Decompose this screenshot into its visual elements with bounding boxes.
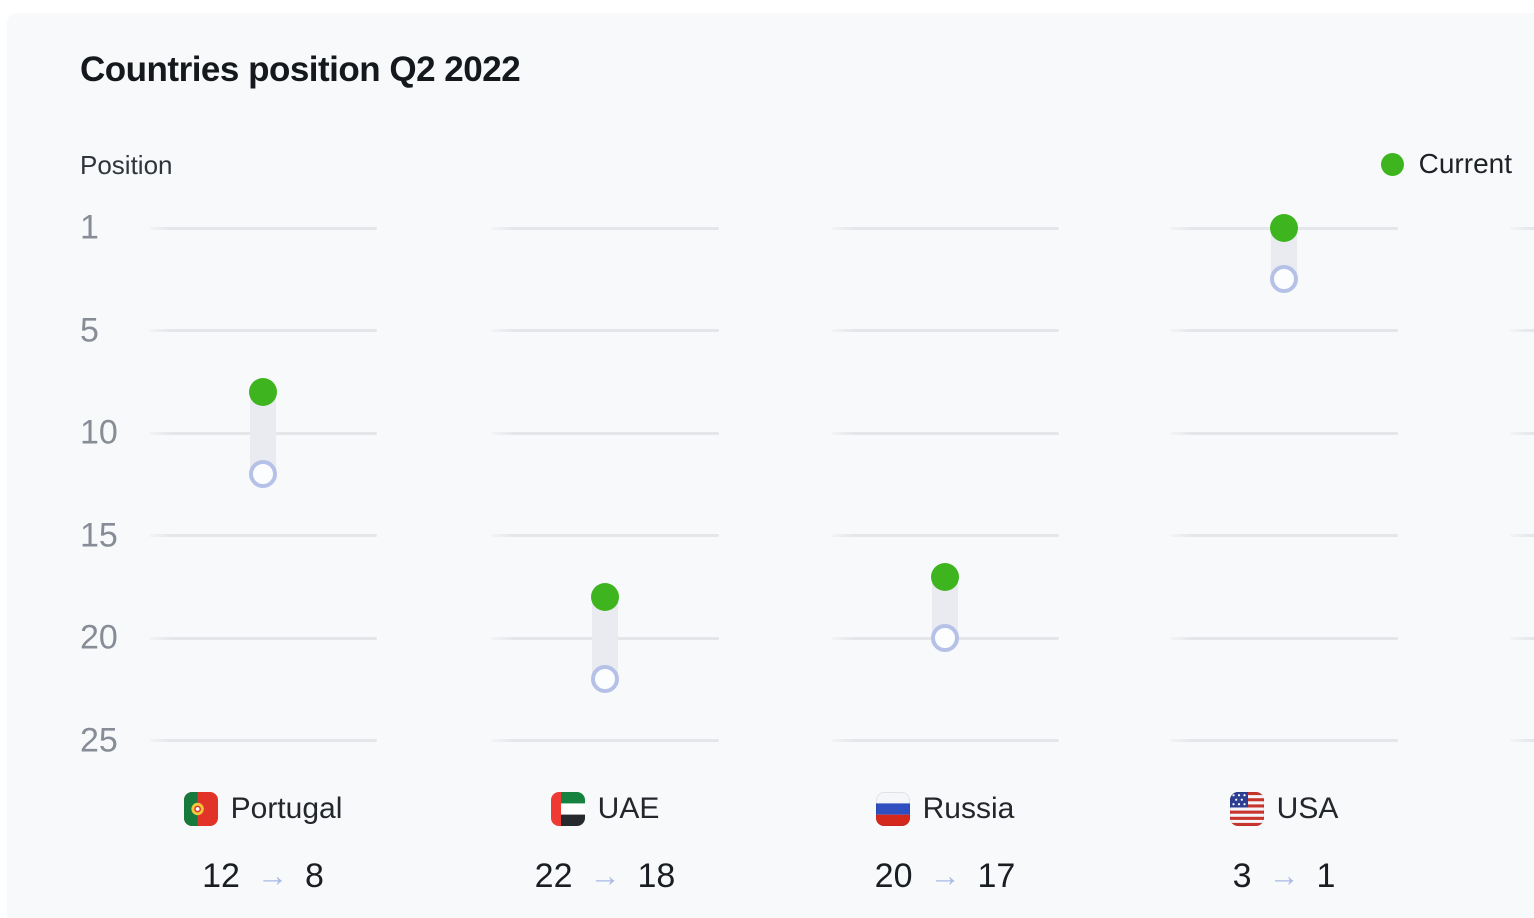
gridline bbox=[1510, 534, 1534, 537]
position-change-row: 3 → 1 bbox=[1134, 854, 1434, 898]
legend-current-label: Current bbox=[1418, 148, 1512, 179]
gridline bbox=[491, 226, 719, 230]
current-position-marker[interactable] bbox=[931, 562, 959, 591]
arrow-right-icon: → bbox=[589, 858, 621, 893]
previous-position-marker[interactable] bbox=[1270, 265, 1298, 294]
russia-flag-icon bbox=[875, 792, 910, 826]
gridline bbox=[831, 739, 1059, 742]
previous-position-marker[interactable] bbox=[591, 665, 619, 693]
current-position-value: 1 bbox=[1316, 856, 1336, 895]
gridline bbox=[831, 226, 1059, 230]
gridline bbox=[831, 329, 1059, 332]
country-label-row: USA bbox=[1134, 789, 1434, 829]
country-name: Portugal bbox=[230, 792, 343, 825]
current-position-marker[interactable] bbox=[249, 378, 277, 406]
gridline bbox=[491, 739, 719, 742]
current-position-value: 17 bbox=[977, 856, 1016, 895]
gridline bbox=[1510, 739, 1534, 742]
gridline bbox=[1510, 226, 1534, 230]
country-name: UAE bbox=[597, 792, 660, 825]
gridline bbox=[149, 636, 377, 640]
country-name: Russia bbox=[922, 792, 1015, 825]
portugal-flag-icon bbox=[183, 792, 218, 826]
uae-flag-icon bbox=[550, 792, 585, 826]
gridline bbox=[831, 431, 1059, 435]
previous-position-value: 3 bbox=[1232, 856, 1252, 895]
current-position-marker[interactable] bbox=[1270, 214, 1298, 242]
country-label-row: Russia bbox=[795, 789, 1095, 829]
current-position-marker[interactable] bbox=[591, 583, 619, 611]
previous-position-value: 22 bbox=[534, 856, 573, 895]
gridline bbox=[491, 329, 719, 332]
chart-panel bbox=[7, 13, 1534, 918]
y-axis-tick-label: 25 bbox=[80, 721, 118, 759]
gridline bbox=[1510, 431, 1534, 435]
gridline bbox=[1170, 329, 1398, 332]
gridline bbox=[149, 329, 377, 332]
country-name: USA bbox=[1276, 792, 1339, 825]
y-axis-tick-label: 10 bbox=[80, 413, 118, 452]
legend: Current bbox=[1380, 148, 1512, 180]
gridline bbox=[831, 534, 1059, 537]
previous-position-marker[interactable] bbox=[931, 624, 959, 652]
position-change-row: 22 → 18 bbox=[455, 854, 755, 898]
current-position-value: 8 bbox=[304, 856, 324, 895]
country-label-row: Portugal bbox=[113, 789, 413, 829]
usa-flag-icon bbox=[1229, 792, 1264, 826]
country-label-row: UAE bbox=[455, 789, 755, 829]
y-axis-tick-label: 1 bbox=[80, 208, 99, 247]
gridline bbox=[1510, 636, 1534, 640]
position-change-row: 20 → 17 bbox=[795, 854, 1095, 898]
gridline bbox=[491, 431, 719, 435]
arrow-right-icon: → bbox=[256, 858, 288, 893]
previous-position-value: 20 bbox=[874, 856, 913, 895]
position-change-row: 12 → 8 bbox=[113, 854, 413, 898]
gridline bbox=[1170, 636, 1398, 640]
gridline bbox=[149, 226, 377, 230]
y-axis-tick-label: 5 bbox=[80, 311, 99, 349]
chart-title: Countries position Q2 2022 bbox=[80, 50, 521, 89]
gridline bbox=[149, 534, 377, 537]
gridline bbox=[1170, 534, 1398, 537]
arrow-right-icon: → bbox=[929, 858, 961, 893]
y-axis-title: Position bbox=[80, 150, 173, 180]
gridline bbox=[491, 534, 719, 537]
gridline bbox=[149, 739, 377, 742]
y-axis-tick-label: 20 bbox=[80, 618, 118, 657]
current-position-value: 18 bbox=[637, 856, 676, 895]
previous-position-value: 12 bbox=[202, 856, 240, 895]
y-axis-tick-label: 15 bbox=[80, 516, 118, 554]
previous-position-marker[interactable] bbox=[249, 460, 277, 488]
legend-current-dot-icon bbox=[1380, 152, 1404, 176]
gridline bbox=[1170, 431, 1398, 435]
arrow-right-icon: → bbox=[1268, 858, 1300, 893]
gridline bbox=[1510, 329, 1534, 332]
gridline bbox=[1170, 739, 1398, 742]
